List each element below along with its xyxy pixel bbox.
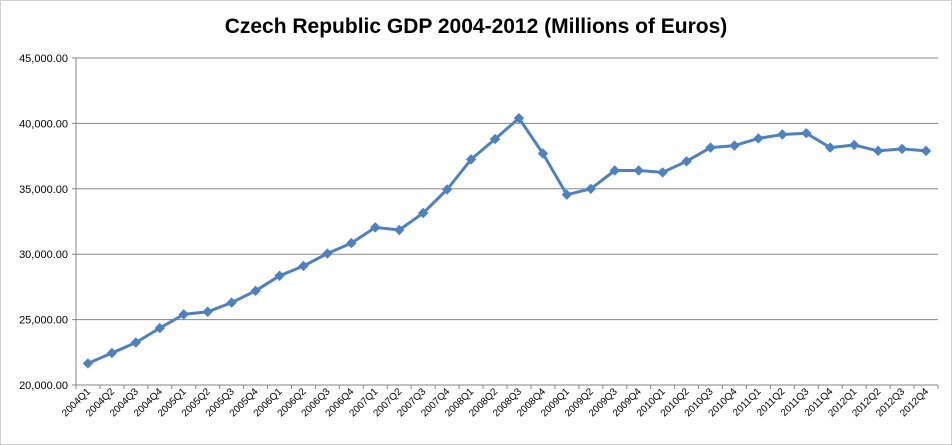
data-point xyxy=(705,142,716,153)
series-line xyxy=(87,116,927,365)
axes xyxy=(72,57,939,389)
data-point xyxy=(202,306,213,317)
data-point xyxy=(585,183,597,195)
data-point xyxy=(130,337,142,348)
data-point xyxy=(537,148,549,159)
data-point xyxy=(154,322,166,334)
data-point xyxy=(657,167,668,178)
data-point xyxy=(322,248,333,259)
data-point xyxy=(274,270,285,281)
data-point xyxy=(609,165,620,176)
data-point xyxy=(441,184,453,195)
data-point xyxy=(106,347,118,359)
data-point xyxy=(346,237,357,249)
gridlines xyxy=(76,57,938,321)
data-point xyxy=(848,139,860,151)
data-point xyxy=(465,154,477,165)
data-point xyxy=(896,143,908,155)
series-layer xyxy=(82,112,932,369)
data-point xyxy=(370,222,381,233)
data-point xyxy=(920,145,932,157)
data-point xyxy=(777,129,788,140)
y-tick-label: 35,000.00 xyxy=(19,184,68,196)
data-point xyxy=(633,165,644,176)
x-tick-labels: 2004Q12004Q22004Q32004Q42005Q12005Q22005… xyxy=(60,386,931,419)
data-point xyxy=(513,112,525,124)
data-point xyxy=(250,285,261,297)
data-point xyxy=(825,142,836,153)
data-point xyxy=(178,309,189,320)
data-point xyxy=(729,140,740,151)
data-point xyxy=(561,189,573,200)
data-point xyxy=(226,297,237,308)
data-point xyxy=(489,133,501,145)
data-point xyxy=(298,260,309,272)
data-point xyxy=(753,133,764,144)
chart-title: Czech Republic GDP 2004-2012 (Millions o… xyxy=(224,15,728,38)
y-tick-label: 20,000.00 xyxy=(19,380,68,392)
y-tick-label: 45,000.00 xyxy=(19,53,68,65)
data-point xyxy=(394,224,405,236)
data-point xyxy=(872,145,884,157)
y-tick-labels: 20,000.00 25,000.00 30,000.00 35,000.00 40,0… xyxy=(19,53,68,392)
y-tick-label: 25,000.00 xyxy=(19,315,68,327)
data-point xyxy=(801,128,812,139)
data-point xyxy=(82,358,94,369)
data-point xyxy=(681,156,692,167)
y-tick-label: 30,000.00 xyxy=(19,249,68,261)
data-point xyxy=(417,207,429,219)
y-tick-label: 40,000.00 xyxy=(19,118,68,130)
